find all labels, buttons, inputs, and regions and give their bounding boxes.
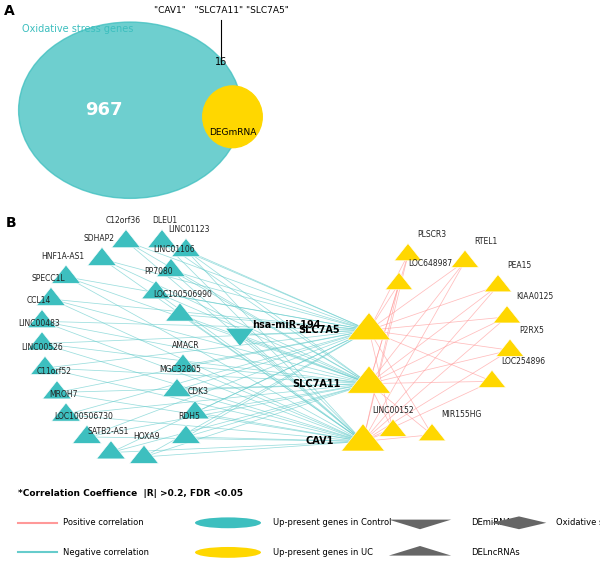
Polygon shape bbox=[389, 546, 451, 556]
Text: CCL14: CCL14 bbox=[27, 296, 51, 305]
Text: MROH7: MROH7 bbox=[49, 390, 77, 398]
Text: KIAA0125: KIAA0125 bbox=[516, 292, 553, 302]
Polygon shape bbox=[142, 281, 170, 299]
Polygon shape bbox=[181, 401, 209, 419]
Polygon shape bbox=[492, 516, 546, 529]
Polygon shape bbox=[379, 419, 407, 436]
Text: RDH5: RDH5 bbox=[178, 412, 200, 421]
Text: Up-present genes in Control: Up-present genes in Control bbox=[273, 519, 392, 527]
Text: C11orf52: C11orf52 bbox=[37, 368, 71, 376]
Ellipse shape bbox=[19, 22, 242, 198]
Text: RTEL1: RTEL1 bbox=[474, 237, 497, 246]
Text: PEA15: PEA15 bbox=[507, 261, 531, 270]
Text: AMACR: AMACR bbox=[172, 341, 200, 350]
Circle shape bbox=[195, 547, 261, 558]
Text: CAV1: CAV1 bbox=[306, 436, 334, 447]
Text: A: A bbox=[4, 5, 14, 19]
Polygon shape bbox=[385, 273, 413, 289]
Polygon shape bbox=[163, 379, 191, 397]
Polygon shape bbox=[157, 259, 185, 277]
Polygon shape bbox=[97, 441, 125, 459]
Text: C12orf36: C12orf36 bbox=[106, 216, 140, 225]
Polygon shape bbox=[73, 425, 101, 443]
Polygon shape bbox=[28, 332, 56, 350]
Text: PLSCR3: PLSCR3 bbox=[417, 230, 446, 239]
Text: 16: 16 bbox=[215, 57, 227, 67]
Text: SATB2-AS1: SATB2-AS1 bbox=[88, 427, 128, 437]
Text: MIR155HG: MIR155HG bbox=[441, 410, 481, 419]
Polygon shape bbox=[88, 247, 116, 266]
Text: SLC7A5: SLC7A5 bbox=[299, 325, 340, 335]
Text: DEGmRNA: DEGmRNA bbox=[209, 128, 256, 137]
Polygon shape bbox=[347, 313, 391, 340]
Text: Oxidative stress genes: Oxidative stress genes bbox=[556, 519, 600, 527]
Text: Oxidative stress genes: Oxidative stress genes bbox=[22, 24, 134, 34]
Text: P2RX5: P2RX5 bbox=[519, 326, 544, 335]
Polygon shape bbox=[394, 244, 422, 260]
Polygon shape bbox=[451, 250, 479, 267]
Text: SLC7A11: SLC7A11 bbox=[292, 379, 340, 389]
Polygon shape bbox=[31, 356, 59, 375]
Text: *Correlation Coeffience  |R| >0.2, FDR <0.05: *Correlation Coeffience |R| >0.2, FDR <0… bbox=[18, 490, 243, 498]
Polygon shape bbox=[496, 339, 524, 356]
Polygon shape bbox=[43, 380, 71, 399]
Text: LOC100506990: LOC100506990 bbox=[154, 289, 212, 299]
Text: DLEU1: DLEU1 bbox=[152, 216, 178, 225]
Polygon shape bbox=[484, 274, 512, 292]
Polygon shape bbox=[478, 370, 506, 387]
Text: SDHAP2: SDHAP2 bbox=[83, 234, 115, 243]
Text: hsa-miR-194: hsa-miR-194 bbox=[252, 320, 320, 330]
Polygon shape bbox=[418, 423, 446, 441]
Text: HNF1A-AS1: HNF1A-AS1 bbox=[41, 252, 85, 261]
Polygon shape bbox=[37, 287, 65, 306]
Polygon shape bbox=[130, 445, 158, 463]
Text: HOXA9: HOXA9 bbox=[134, 432, 160, 441]
Text: LINC00526: LINC00526 bbox=[21, 343, 63, 352]
Text: LINC01106: LINC01106 bbox=[153, 245, 195, 254]
Polygon shape bbox=[52, 403, 80, 421]
Polygon shape bbox=[166, 303, 194, 321]
Polygon shape bbox=[172, 238, 200, 256]
Text: "CAV1"   "SLC7A11" "SLC7A5": "CAV1" "SLC7A11" "SLC7A5" bbox=[154, 6, 289, 16]
Text: Negative correlation: Negative correlation bbox=[63, 548, 149, 557]
Polygon shape bbox=[28, 310, 56, 328]
Text: LOC254896: LOC254896 bbox=[501, 357, 545, 366]
Polygon shape bbox=[347, 366, 391, 393]
Text: 967: 967 bbox=[85, 101, 123, 119]
Text: LOC648987: LOC648987 bbox=[408, 259, 452, 268]
Polygon shape bbox=[341, 424, 385, 451]
Text: LINC00152: LINC00152 bbox=[372, 406, 414, 415]
Text: MGC32805: MGC32805 bbox=[159, 365, 201, 374]
Text: PP7080: PP7080 bbox=[145, 267, 173, 277]
Text: LINC00483: LINC00483 bbox=[18, 318, 60, 328]
Text: DEmiRNAs: DEmiRNAs bbox=[471, 519, 515, 527]
Ellipse shape bbox=[203, 86, 262, 148]
Text: LOC100506730: LOC100506730 bbox=[55, 412, 113, 421]
Circle shape bbox=[195, 517, 261, 528]
Text: CDK3: CDK3 bbox=[187, 387, 209, 397]
Polygon shape bbox=[172, 425, 200, 443]
Polygon shape bbox=[112, 230, 140, 248]
Polygon shape bbox=[226, 328, 254, 346]
Text: B: B bbox=[6, 216, 17, 230]
Polygon shape bbox=[169, 354, 197, 372]
Text: SPECC1L: SPECC1L bbox=[31, 274, 65, 283]
Text: Positive correlation: Positive correlation bbox=[63, 519, 143, 527]
Polygon shape bbox=[148, 230, 176, 248]
Text: DELncRNAs: DELncRNAs bbox=[471, 548, 520, 557]
Polygon shape bbox=[493, 306, 521, 323]
Polygon shape bbox=[389, 520, 451, 529]
Polygon shape bbox=[52, 265, 80, 283]
Text: LINC01123: LINC01123 bbox=[168, 225, 210, 234]
Text: Up-present genes in UC: Up-present genes in UC bbox=[273, 548, 373, 557]
